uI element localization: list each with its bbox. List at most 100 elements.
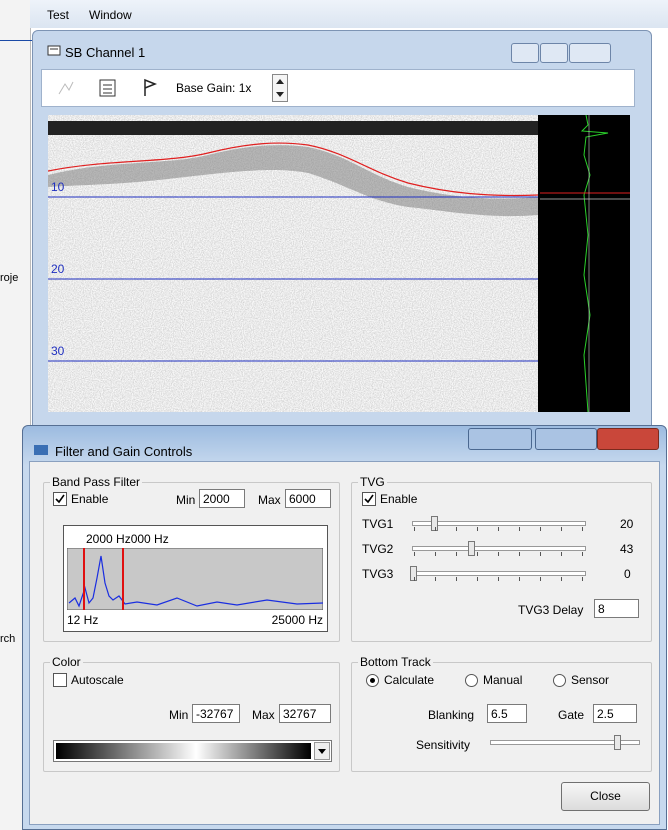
checkbox-label: Enable <box>380 492 417 506</box>
slider-tick <box>435 577 436 581</box>
channel-window: SB Channel 1 Base Gain: 1x 10 20 30 <box>32 30 652 427</box>
clipped-text: roje <box>0 272 18 284</box>
min-label: Min <box>169 708 188 722</box>
max-input[interactable]: 6000 <box>285 489 331 508</box>
depth-label: 10 <box>51 180 65 194</box>
slider-tick <box>414 577 415 581</box>
enable-checkbox[interactable] <box>362 492 376 506</box>
slider-tick <box>582 527 583 531</box>
enable-checkbox[interactable] <box>53 492 67 506</box>
slider-tick <box>498 577 499 581</box>
slider-tick <box>519 527 520 531</box>
radio-button[interactable] <box>465 674 478 687</box>
dialog-icon <box>33 444 49 456</box>
graph-x-end: 25000 Hz <box>272 613 323 627</box>
slider-tick <box>477 577 478 581</box>
radio-label: Manual <box>483 673 522 687</box>
slider-label: TVG2 <box>362 542 393 556</box>
tool-icon[interactable] <box>98 78 118 98</box>
toolbar: Base Gain: 1x <box>41 69 635 107</box>
delay-label: TVG3 Delay <box>518 603 583 617</box>
slider-thumb[interactable] <box>468 541 475 556</box>
close-x-button[interactable] <box>597 428 659 450</box>
band-pass-group: Band Pass Filter Enable Min 2000 Max 600… <box>43 482 340 642</box>
sensitivity-label: Sensitivity <box>416 738 470 752</box>
maximize-button[interactable] <box>540 43 568 63</box>
slider-tick <box>435 552 436 556</box>
graph-marker-label: 2000 Hz000 Hz <box>86 532 169 546</box>
slider-track <box>412 521 586 526</box>
menu-bar: Test Window <box>30 0 668 28</box>
spectrum-plot <box>67 548 323 610</box>
close-button[interactable]: Close <box>561 782 650 811</box>
slider-tick <box>477 527 478 531</box>
slider-tick <box>561 552 562 556</box>
slider-tick <box>498 527 499 531</box>
tool-icon[interactable] <box>56 78 76 98</box>
checkbox-label: Autoscale <box>71 673 124 687</box>
checkbox-label: Enable <box>71 492 108 506</box>
radio-button[interactable] <box>366 674 379 687</box>
close-button[interactable] <box>569 43 611 63</box>
dialog-body: Band Pass Filter Enable Min 2000 Max 600… <box>29 461 660 825</box>
minimize-button[interactable] <box>511 43 539 63</box>
radio-label: Sensor <box>571 673 609 687</box>
slider-tick <box>456 552 457 556</box>
palette-combo[interactable] <box>53 740 332 762</box>
slider-tick <box>561 577 562 581</box>
group-title: TVG <box>358 475 387 489</box>
dropdown-arrow[interactable] <box>314 742 330 760</box>
window-title: SB Channel 1 <box>65 45 145 60</box>
group-title: Band Pass Filter <box>50 475 142 489</box>
slider-tick <box>582 552 583 556</box>
group-title: Color <box>50 655 83 669</box>
tvg-group: TVG Enable TVG1 20 TVG2 43 TVG3 0 TVG3 D… <box>351 482 652 642</box>
page: roje rch Test Window SB Channel 1 Base G… <box>0 0 668 830</box>
title-tools[interactable] <box>468 428 532 450</box>
palette-swatch <box>56 743 311 759</box>
min-label: Min <box>176 493 195 507</box>
sonar-view: 10 20 30 <box>48 115 630 412</box>
delay-input[interactable]: 8 <box>594 599 639 618</box>
autoscale-checkbox[interactable] <box>53 673 67 687</box>
slider-tick <box>519 577 520 581</box>
slider-value: 43 <box>620 542 633 556</box>
slider-track <box>412 571 586 576</box>
gate-label: Gate <box>558 708 584 722</box>
max-label: Max <box>258 493 281 507</box>
slider-tick <box>540 577 541 581</box>
slider-label: TVG3 <box>362 567 393 581</box>
spinner[interactable] <box>272 74 288 102</box>
slider-tick <box>519 552 520 556</box>
radio-button[interactable] <box>553 674 566 687</box>
menu-item[interactable]: Window <box>89 8 132 22</box>
filter-graph: 2000 Hz000 Hz 12 Hz 25000 Hz <box>63 525 328 632</box>
dialog-title: Filter and Gain Controls <box>55 444 192 459</box>
max-label: Max <box>252 708 275 722</box>
gate-input[interactable]: 2.5 <box>593 704 637 723</box>
min-input[interactable]: -32767 <box>192 704 240 723</box>
slider-label: TVG1 <box>362 517 393 531</box>
slider-value: 0 <box>624 567 631 581</box>
min-input[interactable]: 2000 <box>199 489 245 508</box>
menu-item[interactable]: Test <box>47 8 69 22</box>
max-input[interactable]: 32767 <box>279 704 331 723</box>
slider-tick <box>414 527 415 531</box>
base-gain-label: Base Gain: 1x <box>176 81 251 95</box>
slider-tick <box>540 527 541 531</box>
blanking-input[interactable]: 6.5 <box>487 704 527 723</box>
window-buttons[interactable] <box>535 428 597 450</box>
tool-icon[interactable] <box>140 78 160 98</box>
slider-thumb[interactable] <box>614 735 621 750</box>
slider-tick <box>582 577 583 581</box>
depth-label: 20 <box>51 262 65 276</box>
slider-tick <box>456 527 457 531</box>
window-icon <box>47 45 61 57</box>
slider-tick <box>456 577 457 581</box>
clipped-text: rch <box>0 633 15 645</box>
slider-tick <box>435 527 436 531</box>
graph-x-start: 12 Hz <box>67 613 98 627</box>
color-group: Color Autoscale Min -32767 Max 32767 <box>43 662 340 772</box>
radio-label: Calculate <box>384 673 434 687</box>
group-title: Bottom Track <box>358 655 433 669</box>
